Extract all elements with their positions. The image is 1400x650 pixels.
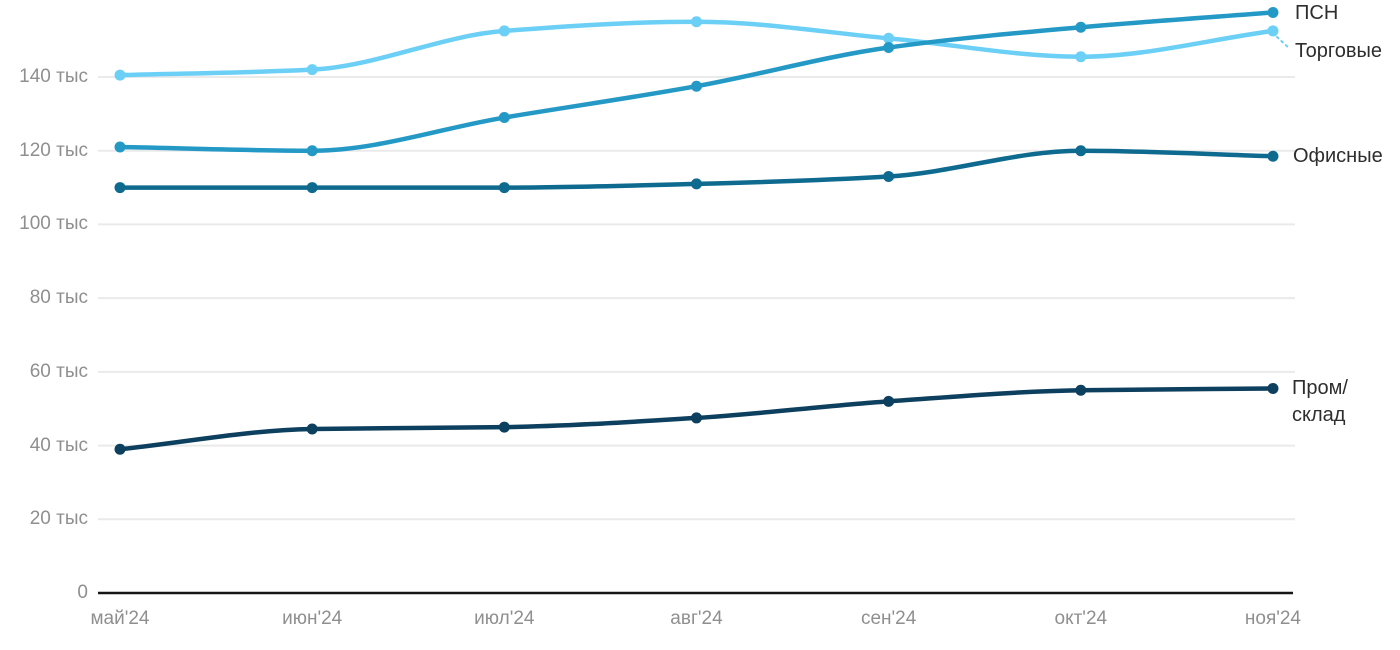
x-axis-tick-label: июл'24 bbox=[474, 608, 535, 629]
data-point bbox=[1267, 25, 1279, 37]
data-point bbox=[498, 112, 510, 124]
y-axis-tick-label: 140 тыс bbox=[19, 66, 88, 87]
data-point bbox=[1075, 51, 1087, 63]
series-label-torgovye: Торговые bbox=[1295, 39, 1383, 62]
data-point bbox=[883, 395, 895, 407]
series-label-ofisnye: Офисные bbox=[1293, 145, 1383, 168]
y-axis-tick-label: 20 тыс bbox=[29, 508, 88, 530]
data-point bbox=[883, 171, 895, 183]
data-point bbox=[883, 42, 895, 54]
data-point bbox=[498, 25, 510, 37]
x-axis-tick-label: окт'24 bbox=[1054, 608, 1108, 629]
data-point bbox=[883, 32, 895, 44]
data-point bbox=[306, 64, 318, 76]
data-point bbox=[114, 443, 126, 455]
data-point bbox=[690, 80, 702, 92]
data-point bbox=[1267, 150, 1279, 162]
x-axis-tick-label: июн'24 bbox=[282, 608, 343, 629]
data-point bbox=[690, 16, 702, 28]
data-point bbox=[114, 182, 126, 194]
x-axis-tick-label: авг'24 bbox=[670, 608, 723, 629]
data-point bbox=[498, 421, 510, 433]
data-point bbox=[114, 69, 126, 81]
data-point bbox=[498, 182, 510, 194]
y-axis-tick-label: 120 тыс bbox=[19, 139, 88, 161]
y-axis-tick-label: 100 тыс bbox=[19, 213, 88, 235]
y-axis-tick-label: 0 bbox=[77, 582, 88, 603]
series-label-prom-line2: склад bbox=[1292, 404, 1346, 427]
data-point bbox=[1075, 384, 1087, 396]
series-label-psn: ПСН bbox=[1295, 1, 1339, 24]
series-line bbox=[117, 19, 1276, 78]
y-axis-tick-label: 80 тыс bbox=[29, 287, 88, 309]
data-point bbox=[306, 145, 318, 157]
data-point bbox=[1075, 145, 1087, 157]
label-connector-dashed bbox=[1275, 35, 1291, 50]
series-label-prom-line1: Пром/ bbox=[1292, 377, 1348, 400]
x-axis-tick-label: ноя'24 bbox=[1244, 608, 1301, 629]
data-point bbox=[306, 182, 318, 194]
series-label-prom-sklad: Пром/ склад bbox=[1292, 375, 1348, 429]
data-point bbox=[690, 178, 702, 190]
data-point bbox=[690, 412, 702, 424]
data-point bbox=[306, 423, 318, 435]
data-point bbox=[1267, 382, 1279, 394]
x-axis-tick-label: сен'24 bbox=[860, 608, 917, 629]
data-point bbox=[1267, 7, 1279, 18]
x-axis-tick-label: май'24 bbox=[90, 608, 150, 629]
data-point bbox=[1075, 21, 1087, 33]
y-axis-tick-label: 40 тыс bbox=[29, 434, 88, 456]
y-axis-tick-label: 60 тыс bbox=[29, 360, 88, 382]
data-point bbox=[114, 141, 126, 153]
